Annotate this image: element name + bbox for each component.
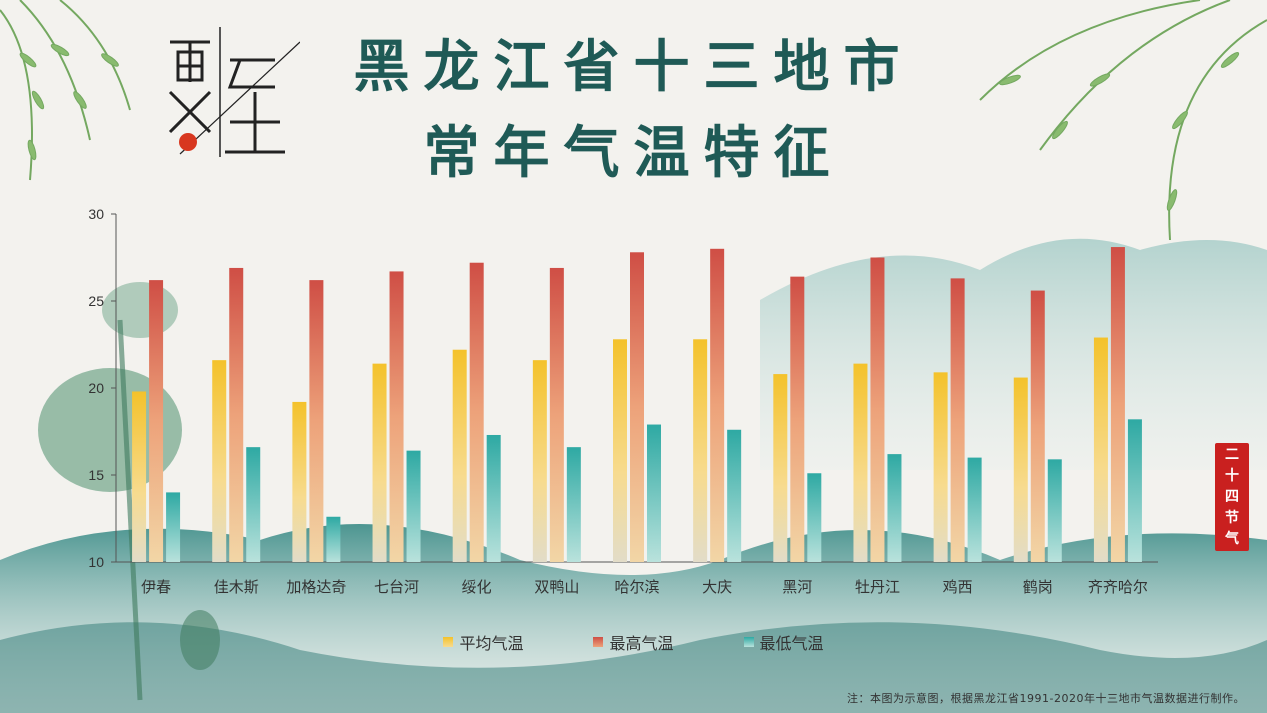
bar-avg [292, 401, 307, 562]
legend-min-label: 最低气温 [759, 634, 824, 653]
bar-max [149, 280, 164, 562]
bar-avg [773, 374, 788, 562]
seal-char: 十 [1225, 467, 1239, 484]
legend-min: 最低气温 [743, 630, 824, 654]
legend-max-swatch [593, 637, 604, 647]
bar-max [469, 262, 484, 562]
mountain-near-bottom [0, 524, 1267, 713]
bar-max [630, 252, 644, 562]
title-line-1: 黑龙江省十三地市 [353, 34, 914, 100]
bar-max [389, 271, 404, 562]
bar-min [647, 424, 661, 562]
mountain-far-right [760, 238, 1267, 470]
bar-min [1127, 419, 1142, 562]
bar-avg [212, 360, 227, 562]
bar-min [326, 516, 341, 562]
legend-min-swatch [743, 637, 754, 647]
chart-bars [132, 247, 1142, 563]
willow-right [979, 0, 1267, 241]
bar-min [727, 429, 742, 562]
logo [168, 27, 300, 157]
seal-char: 四 [1225, 488, 1239, 505]
willow-left [0, 0, 131, 181]
x-category-label: 牡丹江 [855, 578, 900, 596]
y-tick-label: 15 [88, 467, 104, 483]
bar-avg [372, 363, 387, 562]
bar-min [887, 454, 902, 562]
bar-min [1047, 459, 1062, 562]
bar-avg [1013, 377, 1028, 562]
bar-min [246, 447, 261, 562]
x-category-label: 鹤岗 [1023, 578, 1053, 596]
x-category-label: 绥化 [462, 578, 492, 596]
y-tick-label: 25 [88, 293, 104, 309]
bar-min [406, 450, 421, 562]
bar-max [549, 267, 564, 562]
bar-max [870, 257, 885, 562]
seal-char: 节 [1225, 509, 1239, 526]
x-category-label: 齐齐哈尔 [1088, 578, 1148, 596]
bar-avg [1093, 337, 1108, 562]
y-tick-label: 30 [88, 206, 104, 222]
chart-legend: 平均气温 最高气温 最低气温 [0, 630, 1267, 654]
x-category-label: 双鸭山 [534, 578, 579, 596]
seal-char: 二 [1225, 446, 1239, 463]
x-category-label: 加格达奇 [286, 578, 346, 596]
bar-min [967, 457, 982, 562]
x-category-label: 鸡西 [943, 578, 973, 596]
mountain-front [0, 622, 1267, 713]
x-category-label: 佳木斯 [214, 578, 259, 596]
x-category-label: 七台河 [374, 578, 419, 596]
x-category-label: 黑河 [782, 578, 812, 596]
bar-min [807, 473, 822, 562]
x-category-label: 伊春 [141, 578, 171, 596]
x-category-label: 大庆 [702, 578, 732, 596]
legend-avg-swatch [443, 637, 454, 647]
bar-min [166, 492, 181, 562]
bar-min [566, 447, 581, 562]
legend-max-label: 最高气温 [609, 634, 674, 653]
bar-max [950, 278, 965, 562]
bar-min [486, 434, 501, 562]
bar-avg [853, 363, 868, 562]
bar-avg [532, 360, 547, 562]
bar-avg [613, 339, 627, 562]
bar-avg [693, 339, 708, 562]
legend-max: 最高气温 [593, 630, 674, 654]
bar-avg [933, 372, 948, 562]
bar-max [1110, 247, 1125, 562]
bar-avg [132, 391, 147, 562]
seal-stamp: 二 十 四 节 气 [1215, 443, 1249, 551]
x-category-label: 哈尔滨 [614, 578, 659, 596]
footnote: 注：本图为示意图，根据黑龙江省1991-2020年十三地市气温数据进行制作。 [847, 692, 1245, 705]
y-tick-label: 10 [88, 554, 104, 570]
bar-max [710, 248, 725, 563]
legend-avg-label: 平均气温 [459, 634, 524, 653]
seal-char: 气 [1225, 530, 1239, 547]
y-tick-label: 20 [88, 380, 104, 396]
bar-max [1030, 290, 1045, 562]
bar-max [309, 280, 324, 562]
bar-avg [452, 349, 467, 562]
legend-avg: 平均气温 [443, 630, 523, 654]
bar-max [229, 267, 244, 562]
bar-max [790, 276, 805, 562]
title-line-2: 常年气温特征 [423, 120, 844, 186]
chart-labels: 10 15 20 25 30 伊春 佳木斯 加格达奇 七台河 绥化 双鸭山 哈尔滨 大庆 黑河 牡丹江 鸡西 鹤… [88, 206, 1148, 596]
